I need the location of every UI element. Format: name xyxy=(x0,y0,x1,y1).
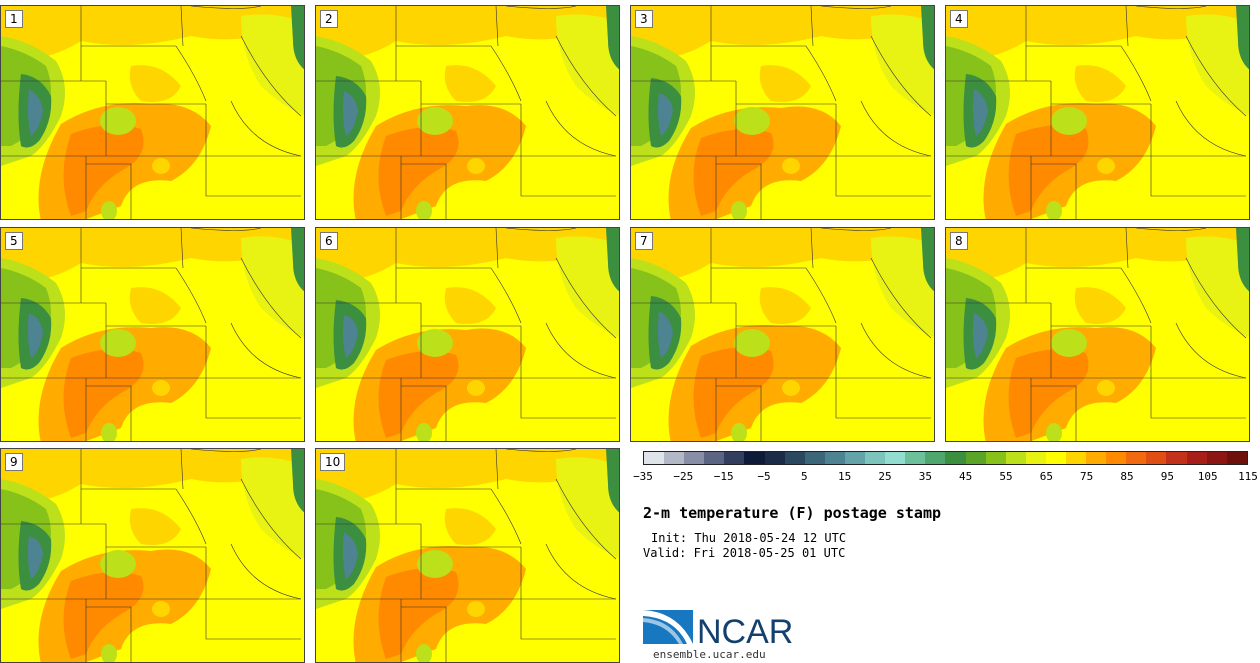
colorbar-tick-labels: −35 −25 −15 −5 5 15 25 35 45 55 65 75 85 95 105 115 xyxy=(633,470,1258,484)
member-panel-2: 2 xyxy=(315,5,620,220)
colorbar-swatch xyxy=(1186,452,1207,464)
temperature-map xyxy=(946,228,1249,441)
colorbar-swatch xyxy=(1146,452,1167,464)
plot-title: 2-m temperature (F) postage stamp xyxy=(643,504,942,522)
colorbar-swatch xyxy=(1086,452,1107,464)
temperature-map xyxy=(316,6,619,219)
colorbar-tick-label: −35 xyxy=(633,470,653,483)
temperature-map xyxy=(1,449,304,662)
temperature-map xyxy=(631,6,934,219)
temperature-map xyxy=(316,449,619,662)
colorbar-tick-label: 115 xyxy=(1238,470,1258,483)
init-time: Init: Thu 2018-05-24 12 UTC xyxy=(651,531,847,545)
panel-number: 3 xyxy=(635,10,653,28)
website-url: ensemble.ucar.edu xyxy=(653,648,766,661)
temperature-map xyxy=(1,228,304,441)
member-panel-6: 6 xyxy=(315,227,620,442)
colorbar-swatch xyxy=(1226,452,1247,464)
ncar-logo: NCAR xyxy=(643,606,793,652)
panel-number: 10 xyxy=(320,453,346,471)
panel-number: 1 xyxy=(5,10,23,28)
colorbar-tick-label: 35 xyxy=(918,470,932,483)
colorbar-swatch xyxy=(704,452,725,464)
valid-time: Valid: Fri 2018-05-25 01 UTC xyxy=(643,546,846,560)
temperature-map xyxy=(631,228,934,441)
panel-number: 4 xyxy=(950,10,968,28)
colorbar-swatch xyxy=(905,452,926,464)
logo-text: NCAR xyxy=(697,613,793,648)
member-panel-4: 4 xyxy=(945,5,1250,220)
member-panel-10: 10 xyxy=(315,448,620,663)
temperature-colorbar xyxy=(643,451,1248,465)
panel-number: 6 xyxy=(320,232,338,250)
colorbar-swatch xyxy=(804,452,825,464)
colorbar-swatch xyxy=(1025,452,1046,464)
temperature-map xyxy=(946,6,1249,219)
colorbar-swatch xyxy=(1166,452,1187,464)
colorbar-swatch xyxy=(1206,452,1227,464)
colorbar-swatch xyxy=(925,452,946,464)
colorbar-swatch xyxy=(824,452,845,464)
colorbar-swatch xyxy=(684,452,705,464)
colorbar-tick-label: 45 xyxy=(959,470,973,483)
colorbar-swatch xyxy=(1045,452,1066,464)
colorbar-swatch xyxy=(664,452,685,464)
colorbar-tick-label: −5 xyxy=(757,470,771,483)
colorbar-swatch xyxy=(1126,452,1147,464)
colorbar-swatch xyxy=(865,452,886,464)
colorbar-tick-label: 85 xyxy=(1120,470,1134,483)
colorbar-swatch xyxy=(945,452,966,464)
colorbar-tick-label: −15 xyxy=(713,470,734,483)
colorbar-swatch xyxy=(744,452,765,464)
colorbar-swatch xyxy=(724,452,745,464)
panel-number: 7 xyxy=(635,232,653,250)
colorbar-tick-label: 65 xyxy=(1039,470,1053,483)
temperature-map xyxy=(1,6,304,219)
member-panel-3: 3 xyxy=(630,5,935,220)
colorbar-tick-label: 5 xyxy=(801,470,808,483)
colorbar-tick-label: 75 xyxy=(1080,470,1094,483)
colorbar-swatch xyxy=(885,452,906,464)
colorbar-tick-label: 15 xyxy=(838,470,852,483)
colorbar-swatch xyxy=(1065,452,1087,464)
colorbar-tick-label: 105 xyxy=(1197,470,1218,483)
colorbar-tick-label: 25 xyxy=(878,470,892,483)
colorbar-tick-label: 95 xyxy=(1160,470,1174,483)
temperature-map xyxy=(316,228,619,441)
colorbar-swatch xyxy=(844,452,866,464)
colorbar-swatch xyxy=(965,452,986,464)
member-panel-5: 5 xyxy=(0,227,305,442)
colorbar-tick-label: 55 xyxy=(999,470,1013,483)
member-panel-9: 9 xyxy=(0,448,305,663)
colorbar-swatch xyxy=(1005,452,1026,464)
member-panel-1: 1 xyxy=(0,5,305,220)
panel-number: 8 xyxy=(950,232,968,250)
panel-number: 5 xyxy=(5,232,23,250)
colorbar-swatch xyxy=(644,452,665,464)
member-panel-7: 7 xyxy=(630,227,935,442)
colorbar-swatch xyxy=(1106,452,1127,464)
colorbar-swatch xyxy=(784,452,805,464)
colorbar-tick-label: −25 xyxy=(673,470,694,483)
member-panel-8: 8 xyxy=(945,227,1250,442)
panel-number: 9 xyxy=(5,453,23,471)
colorbar-swatch xyxy=(764,452,785,464)
panel-number: 2 xyxy=(320,10,338,28)
colorbar-swatch xyxy=(985,452,1006,464)
